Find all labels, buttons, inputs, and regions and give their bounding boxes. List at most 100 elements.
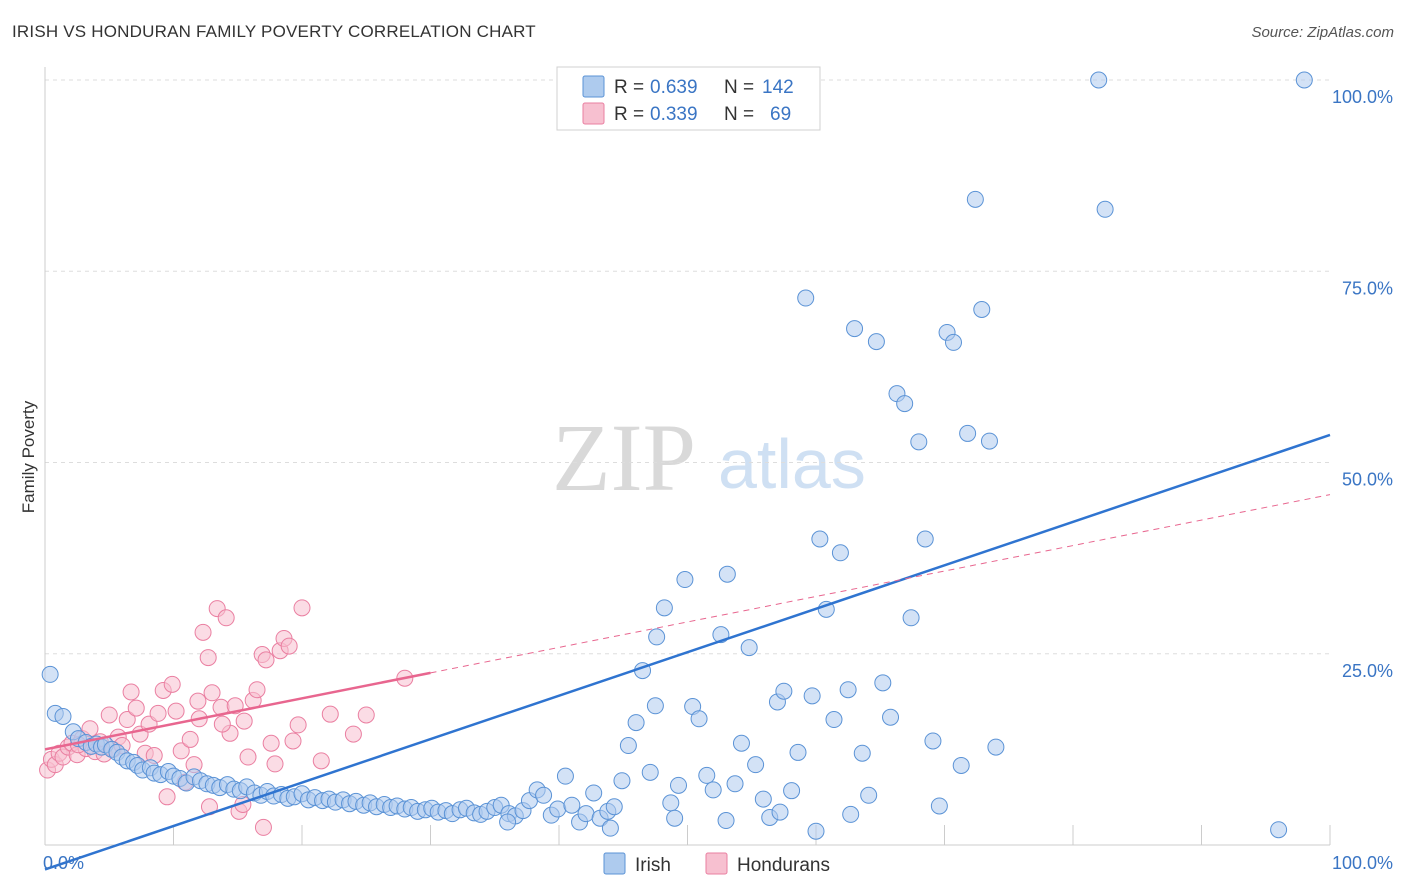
irish-point: [771, 803, 789, 821]
hondurans-point: [239, 748, 257, 766]
irish-point: [952, 756, 970, 774]
y-tick-label: 75.0%: [1342, 278, 1393, 298]
irish-point: [839, 681, 857, 699]
hondurans-point: [203, 684, 221, 702]
irish-point: [41, 665, 59, 683]
irish-point: [601, 819, 619, 837]
irish-point: [732, 734, 750, 752]
hondurans-point: [284, 732, 302, 750]
hondurans-points: [39, 599, 414, 836]
bottom-legend-label-hondurans: Hondurans: [737, 855, 830, 876]
irish-point: [944, 333, 962, 351]
hondurans-point: [194, 623, 212, 641]
irish-points: [41, 71, 1313, 840]
irish-point: [811, 530, 829, 548]
irish-point: [882, 708, 900, 726]
irish-trend-line: [44, 433, 1331, 871]
irish-point: [690, 710, 708, 728]
hondurans-point: [158, 788, 176, 806]
hondurans-point: [235, 712, 253, 730]
irish-point: [577, 805, 595, 823]
irish-point: [789, 743, 807, 761]
irish-point: [1090, 71, 1108, 89]
hondurans-trend-line: [44, 671, 431, 751]
watermark-atlas: atlas: [718, 425, 866, 503]
irish-point: [874, 674, 892, 692]
irish-point: [807, 822, 825, 840]
irish-point: [842, 805, 860, 823]
irish-point: [646, 697, 664, 715]
chart-source: Source: ZipAtlas.com: [1251, 24, 1394, 41]
irish-point: [726, 775, 744, 793]
irish-point: [619, 737, 637, 755]
irish-point: [825, 711, 843, 729]
irish-point: [563, 796, 581, 814]
hondurans-point: [167, 702, 185, 720]
irish-point: [966, 190, 984, 208]
irish-point: [973, 301, 991, 318]
irish-point: [676, 571, 694, 589]
y-tick-label: 100.0%: [1332, 87, 1393, 107]
legend-n-value-irish: 142: [762, 77, 794, 98]
bottom-legend-swatch-irish: [603, 852, 626, 875]
legend-swatch-irish: [582, 75, 605, 98]
y-tick-label: 25.0%: [1342, 661, 1393, 681]
irish-point: [747, 756, 765, 774]
irish-point: [718, 565, 736, 583]
hondurans-point: [172, 742, 190, 760]
irish-point: [846, 320, 864, 338]
irish-point: [1270, 821, 1288, 839]
irish-point: [613, 772, 631, 790]
legend-r-value-irish: 0.639: [650, 77, 698, 98]
stats-legend: R = 0.639 N = 142 R = 0.339 N = 69: [556, 66, 821, 131]
irish-point: [655, 599, 673, 617]
legend-r-label-irish: R =: [614, 77, 644, 98]
legend-n-value-hondurans: 69: [770, 104, 791, 125]
hondurans-point: [321, 705, 339, 723]
legend-n-label-irish: N =: [724, 77, 754, 98]
x-tick-label: 100.0%: [1332, 853, 1393, 873]
irish-point: [556, 767, 574, 785]
irish-point: [54, 707, 72, 725]
hondurans-point: [266, 755, 284, 773]
hondurans-point: [248, 681, 266, 699]
hondurans-point: [149, 704, 167, 722]
hondurans-point: [213, 715, 231, 733]
hondurans-point: [217, 609, 235, 627]
gridlines: [45, 79, 1330, 655]
irish-point: [740, 639, 758, 657]
bottom-legend: Irish Hondurans: [603, 852, 830, 876]
hondurans-point: [118, 711, 136, 729]
trend-lines: [44, 433, 1331, 871]
bottom-legend-swatch-hondurans: [705, 852, 728, 875]
hondurans-point: [344, 725, 362, 743]
watermark-zip: ZIP: [552, 404, 696, 511]
hondurans-point: [280, 637, 298, 655]
hondurans-point: [122, 683, 140, 701]
irish-point: [641, 763, 659, 781]
irish-point: [910, 433, 928, 451]
irish-point: [783, 782, 801, 800]
irish-point: [499, 813, 517, 831]
hondurans-point: [293, 599, 311, 617]
y-axis-title: Family Poverty: [19, 400, 38, 513]
hondurans-point: [199, 649, 217, 667]
irish-point: [670, 776, 688, 794]
irish-point: [648, 628, 666, 646]
irish-point: [754, 790, 772, 808]
hondurans-point: [163, 675, 181, 693]
hondurans-point: [357, 706, 375, 724]
tick-labels: 25.0% 50.0% 75.0% 100.0% 0.0% 100.0%: [43, 87, 1393, 873]
irish-point: [831, 544, 849, 562]
irish-point: [662, 794, 680, 812]
hondurans-point: [100, 706, 118, 724]
irish-point: [717, 812, 735, 830]
irish-point: [867, 333, 885, 351]
irish-point: [585, 784, 603, 802]
irish-point: [853, 744, 871, 762]
hondurans-point: [189, 692, 207, 710]
hondurans-point: [127, 699, 145, 717]
chart-title: IRISH VS HONDURAN FAMILY POVERTY CORRELA…: [12, 22, 536, 41]
hondurans-point: [262, 734, 280, 752]
